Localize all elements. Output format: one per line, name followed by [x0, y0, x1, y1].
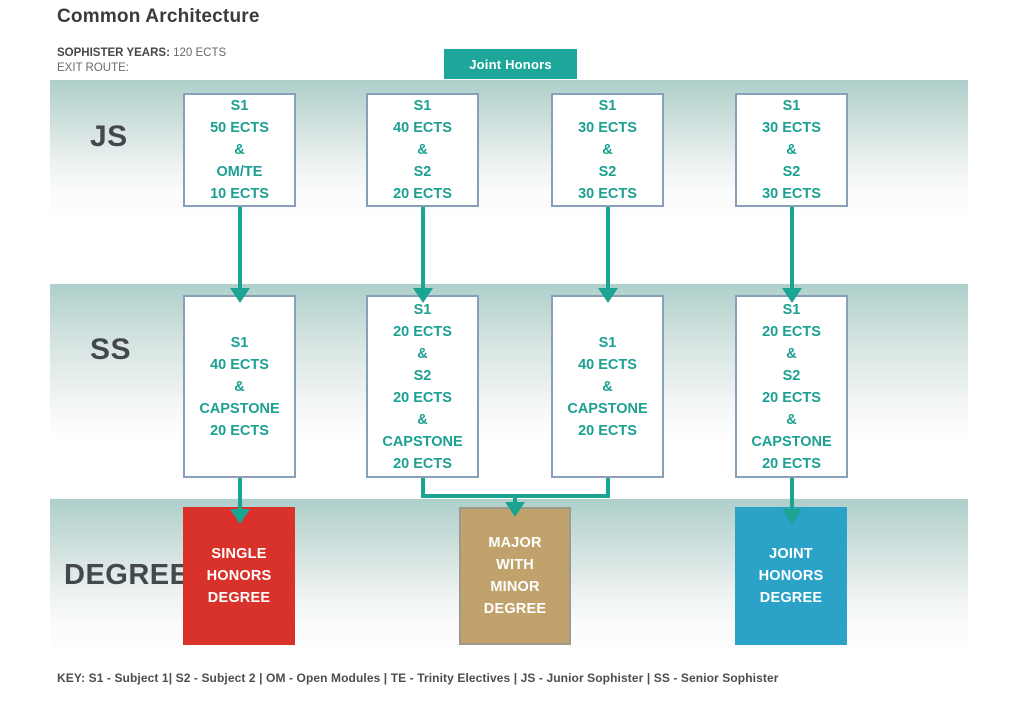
arrow-down-icon	[598, 288, 618, 303]
arrow-ss-to-degree-col1	[238, 478, 242, 510]
joint-honors-badge: Joint Honors	[444, 49, 577, 79]
ss-box-2: S1 20 ECTS & S2 20 ECTS & CAPSTONE 20 EC…	[366, 295, 479, 478]
single-honors-degree-box: SINGLE HONORS DEGREE	[183, 507, 295, 645]
sophister-years-value: 120 ECTS	[169, 47, 227, 59]
merge-horizontal-bar	[421, 494, 610, 498]
ss-box-4: S1 20 ECTS & S2 20 ECTS & CAPSTONE 20 EC…	[735, 295, 848, 478]
js-box-1-text: S1 50 ECTS & OM/TE 10 ECTS	[210, 98, 269, 202]
joint-honors-degree-box: JOINT HONORS DEGREE	[735, 507, 847, 645]
js-box-2: S1 40 ECTS & S2 20 ECTS	[366, 93, 479, 207]
js-box-4-text: S1 30 ECTS & S2 30 ECTS	[762, 98, 821, 202]
arrow-js-to-ss-col3	[606, 207, 610, 289]
arrow-down-icon	[230, 288, 250, 303]
major-with-minor-degree-box: MAJOR WITH MINOR DEGREE	[459, 507, 571, 645]
arrow-down-icon	[782, 509, 802, 524]
arrow-js-to-ss-col4	[790, 207, 794, 289]
degree-row-label: DEGREE	[64, 559, 190, 591]
js-box-4: S1 30 ECTS & S2 30 ECTS	[735, 93, 848, 207]
ss-box-4-text: S1 20 ECTS & S2 20 ECTS & CAPSTONE 20 EC…	[751, 301, 832, 472]
ss-box-1: S1 40 ECTS & CAPSTONE 20 ECTS	[183, 295, 296, 478]
major-with-minor-degree-text: MAJOR WITH MINOR DEGREE	[483, 535, 547, 617]
ss-row-label: SS	[90, 333, 132, 366]
arrow-js-to-ss-col1	[238, 207, 242, 289]
js-box-2-text: S1 40 ECTS & S2 20 ECTS	[393, 98, 452, 202]
joint-honors-degree-text: JOINT HONORS DEGREE	[758, 546, 824, 606]
single-honors-degree-text: SINGLE HONORS DEGREE	[206, 546, 272, 606]
ss-box-1-text: S1 40 ECTS & CAPSTONE 20 ECTS	[199, 334, 280, 439]
ss-box-3: S1 40 ECTS & CAPSTONE 20 ECTS	[551, 295, 664, 478]
page-title: Common Architecture	[57, 6, 260, 27]
arrow-down-icon	[230, 509, 250, 524]
arrow-ss-to-degree-col4	[790, 478, 794, 510]
merge-stub-col3	[606, 478, 610, 498]
arrow-down-icon	[782, 288, 802, 303]
sophister-years-label: SOPHISTER YEARS:	[57, 47, 170, 59]
key-legend: KEY: S1 - Subject 1| S2 - Subject 2 | OM…	[57, 671, 779, 685]
sophister-years-line: SOPHISTER YEARS: 120 ECTS	[57, 47, 226, 59]
exit-route-label: EXIT ROUTE:	[57, 62, 129, 74]
ss-box-2-text: S1 20 ECTS & S2 20 ECTS & CAPSTONE 20 EC…	[382, 301, 463, 472]
arrow-down-icon	[505, 502, 525, 517]
js-box-1: S1 50 ECTS & OM/TE 10 ECTS	[183, 93, 296, 207]
js-box-3: S1 30 ECTS & S2 30 ECTS	[551, 93, 664, 207]
merge-stub-col2	[421, 478, 425, 498]
arrow-down-icon	[413, 288, 433, 303]
merge-center-stub	[513, 497, 517, 503]
arrow-js-to-ss-col2	[421, 207, 425, 289]
js-row-label: JS	[90, 120, 128, 153]
js-box-3-text: S1 30 ECTS & S2 30 ECTS	[578, 98, 637, 202]
ss-box-3-text: S1 40 ECTS & CAPSTONE 20 ECTS	[567, 334, 648, 439]
